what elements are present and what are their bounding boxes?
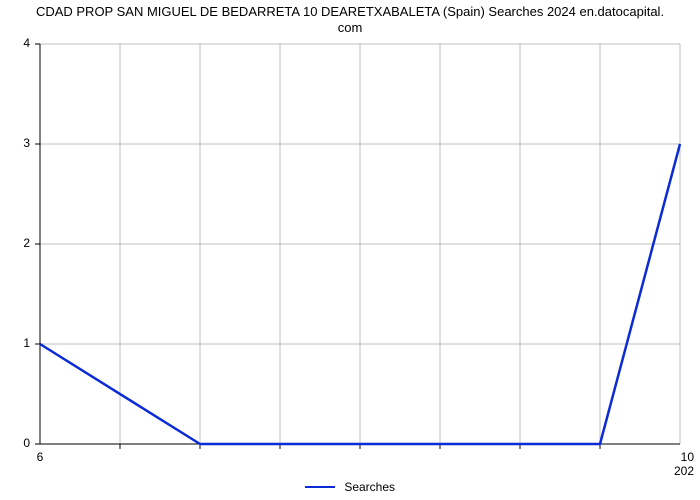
- plot-area: [40, 44, 680, 444]
- legend-label: Searches: [344, 480, 395, 494]
- chart-title: CDAD PROP SAN MIGUEL DE BEDARRETA 10 DEA…: [0, 4, 700, 37]
- chart-title-line1: CDAD PROP SAN MIGUEL DE BEDARRETA 10 DEA…: [36, 4, 664, 19]
- y-tick-label: 0: [0, 436, 30, 450]
- chart-container: CDAD PROP SAN MIGUEL DE BEDARRETA 10 DEA…: [0, 0, 700, 500]
- chart-svg: [40, 44, 680, 444]
- x-axis-label-right: 10 202: [674, 450, 694, 479]
- y-tick-label: 1: [0, 336, 30, 350]
- y-tick-label: 2: [0, 236, 30, 250]
- legend: Searches: [0, 479, 700, 494]
- x-axis-label-right-top: 10: [674, 450, 694, 464]
- x-axis-label-right-bottom: 202: [674, 464, 694, 478]
- y-tick-label: 4: [0, 36, 30, 50]
- gridlines: [40, 44, 680, 444]
- legend-line-swatch: [305, 486, 335, 488]
- y-tick-label: 3: [0, 136, 30, 150]
- x-axis-label-left: 6: [37, 450, 44, 464]
- chart-title-line2: com: [338, 20, 363, 35]
